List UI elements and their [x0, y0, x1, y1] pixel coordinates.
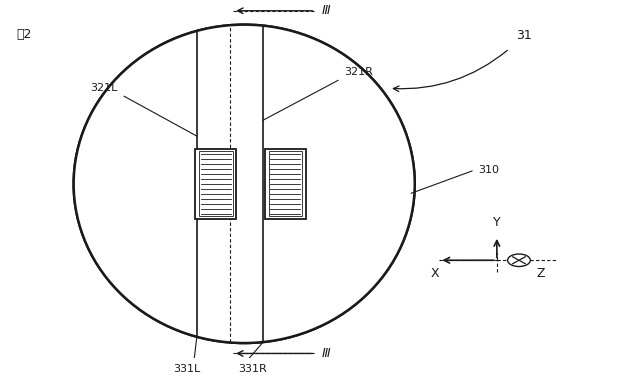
Text: Ⅲ: Ⅲ	[321, 347, 330, 360]
Ellipse shape	[74, 25, 415, 343]
Ellipse shape	[74, 25, 415, 343]
Bar	[269, 151, 302, 216]
Text: Z: Z	[537, 267, 545, 280]
Text: 囲2: 囲2	[17, 28, 32, 41]
Text: 310: 310	[478, 165, 499, 175]
Text: 321R: 321R	[344, 67, 373, 77]
Text: X: X	[431, 267, 439, 280]
Bar	[195, 149, 236, 219]
Text: 331L: 331L	[173, 364, 200, 374]
Bar	[199, 151, 232, 216]
Circle shape	[508, 254, 531, 267]
Bar	[265, 149, 306, 219]
Text: Ⅲ: Ⅲ	[321, 4, 330, 17]
Text: 321L: 321L	[90, 83, 118, 93]
Text: Y: Y	[493, 216, 500, 229]
Text: 31: 31	[516, 29, 532, 41]
Text: 331R: 331R	[238, 364, 267, 374]
